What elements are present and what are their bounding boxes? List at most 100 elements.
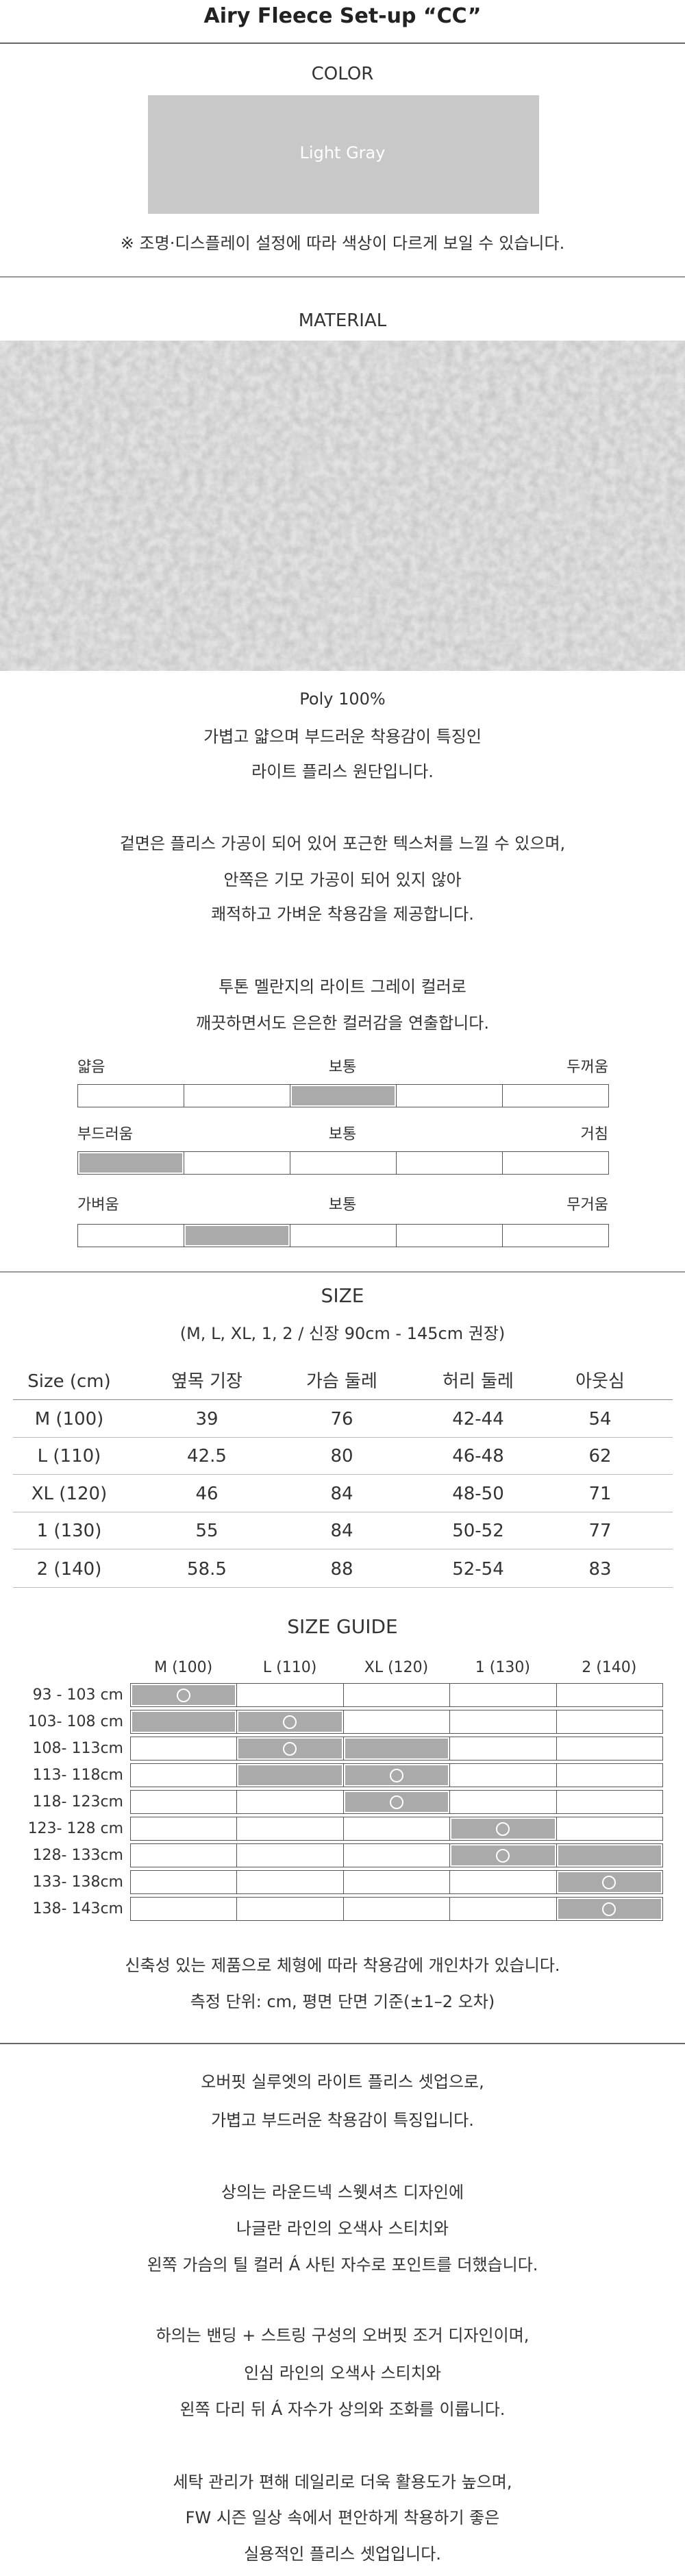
guide-cell [342,1843,451,1867]
scale-label: 보통 [328,1059,357,1076]
table-cell: 88 [330,1559,353,1580]
scale-segment [396,1224,503,1247]
row-label: 118- 123cm [32,1793,123,1811]
table-cell: 42.5 [187,1446,227,1467]
guide-cell [556,1737,663,1761]
table-cell: 71 [588,1484,612,1504]
table-cell: 46 [195,1484,219,1504]
divider [0,42,685,44]
text-line: 왼쪽 다리 뒤 Á 자수가 상의와 조화를 이룹니다. [179,2400,506,2419]
scale-segment [396,1151,503,1175]
text-line: 인심 라인의 오색사 스티치와 [244,2364,441,2383]
fit-mark [495,1848,510,1863]
table-cell: 39 [195,1409,219,1430]
column-label: XL (120) [364,1659,429,1676]
guide-cell [236,1843,344,1867]
note: 측정 단위: cm, 평면 단면 기준(±1–2 오차) [190,1992,495,2011]
fit-mark [602,1875,616,1889]
guide-cell [130,1763,238,1787]
guide-cell [556,1817,663,1841]
table-cell: 80 [330,1446,353,1467]
scale-segment [396,1084,503,1107]
text-line: 겉면은 플리스 가공이 되어 있어 포근한 텍스처를 느낄 수 있으며, [119,834,566,853]
table-cell: 58.5 [187,1559,227,1580]
table-header: 옆목 기장 [171,1371,242,1392]
scale-segment [290,1151,397,1175]
table-rule [13,1399,673,1400]
note: 신축성 있는 제품으로 체형에 따라 착용감에 개인차가 있습니다. [125,1956,560,1975]
divider [0,1271,685,1273]
scale-label: 부드러움 [77,1126,133,1143]
text-line: Poly 100% [299,689,386,709]
guide-cell [236,1870,344,1894]
guide-cell [449,1710,557,1734]
fit-mark [389,1795,403,1809]
guide-cell [236,1763,344,1787]
guide-cell [449,1897,557,1921]
guide-cell [342,1683,451,1707]
scale-segment [184,1151,290,1175]
scale-segment [290,1084,397,1107]
text-line: 쾌적하고 가벼운 착용감을 제공합니다. [211,905,474,924]
guide-cell [130,1843,238,1867]
guide-cell [236,1790,344,1814]
fit-mark [283,1715,297,1729]
text-line: 가볍고 얇으며 부드러운 착용감이 특징인 [203,727,482,746]
guide-cell [556,1790,663,1814]
heading: SIZE [321,1284,364,1307]
guide-cell [342,1737,451,1761]
scale-segment [77,1224,184,1247]
text-line: 왼쪽 가슴의 틸 컬러 Á 사틴 자수로 포인트를 더했습니다. [147,2255,538,2274]
scale-segment [502,1224,609,1247]
guide-cell [449,1790,557,1814]
guide-cell [130,1710,238,1734]
guide-cell [556,1763,663,1787]
divider [0,2043,685,2044]
divider [0,276,685,278]
fit-mark [602,1902,616,1916]
table-cell: 46-48 [452,1446,504,1467]
table-cell: 55 [195,1521,219,1541]
table-cell: XL (120) [31,1484,108,1504]
table-cell: 42-44 [452,1409,504,1430]
scale-segment [502,1084,609,1107]
text-line: 상의는 라운드넥 스웻셔츠 디자인에 [221,2183,464,2202]
guide-cell [236,1683,344,1707]
scale-label: 무거움 [566,1197,608,1214]
row-label: 128- 133cm [32,1846,123,1864]
table-cell: 62 [588,1446,612,1467]
guide-cell [449,1737,557,1761]
fit-mark [283,1741,297,1756]
guide-cell [342,1710,451,1734]
scale-label: 보통 [328,1197,357,1214]
table-cell: 1 (130) [36,1521,102,1541]
scale-segment [184,1224,290,1247]
scale-label: 얇음 [77,1059,105,1076]
scale-segment [290,1224,397,1247]
guide-cell [342,1817,451,1841]
heading: COLOR [311,64,374,84]
note: ※ 조명·디스플레이 설정에 따라 색상이 다르게 보일 수 있습니다. [120,234,565,253]
scale-segment [502,1151,609,1175]
guide-cell [236,1897,344,1921]
column-label: 1 (130) [475,1659,530,1676]
guide-cell [130,1897,238,1921]
guide-cell [449,1763,557,1787]
table-cell: 76 [330,1409,353,1430]
table-cell: 50-52 [452,1521,504,1541]
text-line: 세탁 관리가 편해 데일리로 더욱 활용도가 높으며, [173,2473,512,2492]
fit-mark [389,1768,403,1782]
text-line: 투톤 멜란지의 라이트 그레이 컬러로 [219,977,466,996]
fit-mark [495,1821,510,1836]
table-cell: 83 [588,1559,612,1580]
text-line: 깨끗하면서도 은은한 컬러감을 연출합니다. [196,1014,489,1033]
heading: MATERIAL [298,310,387,331]
row-label: 108- 113cm [32,1739,123,1757]
column-label: M (100) [154,1659,213,1676]
text-line: 가볍고 부드러운 착용감이 특징입니다. [211,2111,474,2130]
guide-cell [130,1790,238,1814]
scale-label: 가벼움 [77,1197,119,1214]
table-cell: 84 [330,1521,353,1541]
fabric-texture [0,341,685,671]
